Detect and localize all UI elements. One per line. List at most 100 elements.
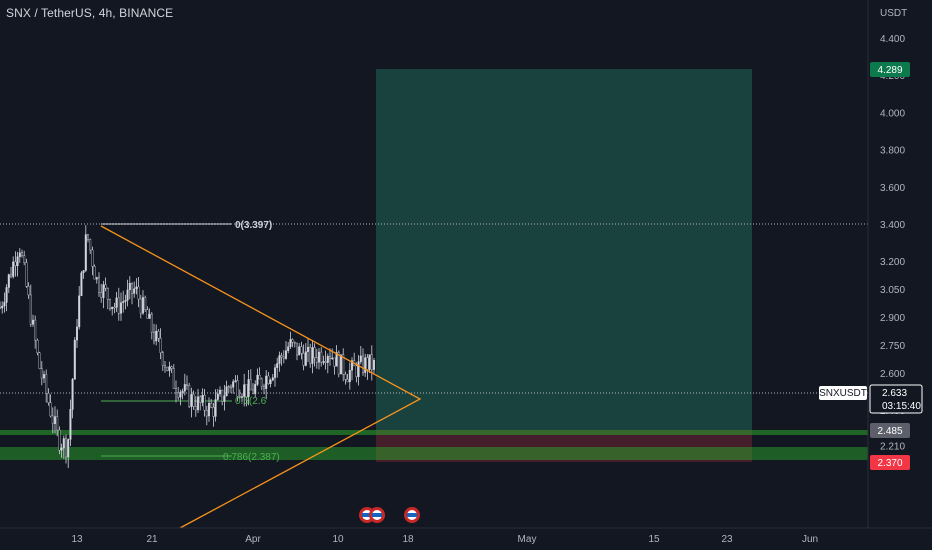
candle-body xyxy=(346,379,349,383)
candle-body xyxy=(359,355,362,362)
candle-body xyxy=(7,274,10,288)
candle-body xyxy=(355,365,358,377)
fib-label-low: 0.786(2.387) xyxy=(223,452,280,463)
candle-body xyxy=(263,386,266,389)
candle-body xyxy=(78,295,81,328)
candle-body xyxy=(86,234,89,240)
candle-body xyxy=(91,249,94,267)
candle-body xyxy=(234,380,237,382)
candle-body xyxy=(271,377,274,381)
candle-body xyxy=(366,357,369,370)
symbol-title[interactable]: SNX / TetherUS, 4h, BINANCE xyxy=(6,6,174,20)
stop-loss-value: 2.370 xyxy=(877,458,902,469)
candle-body xyxy=(126,289,129,301)
candle-body xyxy=(342,354,345,375)
candle-body xyxy=(3,302,6,307)
candle-body xyxy=(29,294,32,325)
candle-body xyxy=(285,350,288,359)
candle-body xyxy=(368,354,371,370)
candle-body xyxy=(170,366,173,369)
symbol-badge-text: SNXUSDT xyxy=(819,388,867,399)
bar-countdown: 03:15:40 xyxy=(882,401,921,412)
take-profit-badge[interactable]: 4.289 xyxy=(870,62,910,77)
candle-body xyxy=(69,409,72,440)
candle-body xyxy=(302,353,305,366)
candle-body xyxy=(307,347,310,352)
candle-body xyxy=(25,262,28,287)
candle-body xyxy=(1,305,4,309)
candle-body xyxy=(362,355,365,373)
candle-body xyxy=(227,386,230,388)
candle-body xyxy=(247,379,250,398)
candle-body xyxy=(172,368,175,389)
candle-body xyxy=(45,374,48,394)
time-tick-label: 21 xyxy=(146,534,158,545)
candle-body xyxy=(249,379,252,391)
candle-body xyxy=(62,438,65,449)
last-price-badge[interactable]: 2.633 03:15:40 xyxy=(869,384,923,414)
candle-body xyxy=(148,313,151,319)
candle-body xyxy=(47,392,50,403)
price-tick-label: 4.400 xyxy=(880,34,905,45)
candle-body xyxy=(280,355,283,358)
price-tick-label: 3.600 xyxy=(880,183,905,194)
candle-body xyxy=(274,367,277,378)
time-ticks[interactable]: 13 21 Apr 10 18 May 15 23 Jun xyxy=(71,534,818,545)
candle-body xyxy=(75,326,78,341)
time-tick-label: 15 xyxy=(648,534,660,545)
candle-body xyxy=(212,407,215,417)
symbol-badge[interactable]: SNXUSDT xyxy=(819,386,867,400)
candle-body xyxy=(326,356,329,363)
candle-body xyxy=(130,283,133,294)
candle-body xyxy=(144,297,147,310)
candle-body xyxy=(276,363,279,368)
candle-body xyxy=(265,375,268,389)
candle-body xyxy=(168,366,171,371)
us-event-icon[interactable] xyxy=(404,507,420,523)
candle-body xyxy=(223,395,226,402)
candle-body xyxy=(40,368,43,379)
candle-body xyxy=(216,393,219,400)
candle-body xyxy=(199,396,202,403)
candle-body xyxy=(36,339,39,354)
candle-body xyxy=(370,354,373,370)
candle-body xyxy=(243,384,246,397)
candle-body xyxy=(177,392,180,398)
candle-body xyxy=(185,384,188,386)
candle-body xyxy=(218,389,221,395)
candle-body xyxy=(106,288,109,300)
symmetrical-triangle[interactable] xyxy=(100,225,422,529)
time-tick-label: Apr xyxy=(245,534,261,545)
candle-body xyxy=(5,287,8,303)
candle-body xyxy=(183,384,186,392)
candle-body xyxy=(93,266,96,280)
entry-badge[interactable]: 2.485 xyxy=(870,423,910,438)
candle-body xyxy=(150,313,153,333)
candle-body xyxy=(155,330,158,342)
candle-body xyxy=(322,361,325,363)
target-zone[interactable] xyxy=(376,69,752,430)
candle-body xyxy=(348,370,351,383)
support-band-entry xyxy=(0,430,868,435)
candle-body xyxy=(309,347,312,364)
price-tick-label: 2.750 xyxy=(880,341,905,352)
candle-body xyxy=(0,307,2,309)
fib-label-mid: 0.5(2.6 xyxy=(235,396,267,407)
candle-body xyxy=(232,381,235,388)
candle-body xyxy=(100,292,103,298)
candle-body xyxy=(254,384,257,394)
candle-body xyxy=(324,361,327,363)
candle-body xyxy=(43,374,46,379)
price-tick-label: 2.600 xyxy=(880,369,905,380)
candle-body xyxy=(344,374,347,380)
candle-body xyxy=(97,277,100,293)
us-event-icon[interactable] xyxy=(369,507,385,523)
candle-body xyxy=(73,339,76,380)
candle-body xyxy=(111,306,114,310)
candle-body xyxy=(238,396,241,398)
stop-loss-badge[interactable]: 2.370 xyxy=(870,455,910,470)
price-tick-label: 3.200 xyxy=(880,257,905,268)
candle-body xyxy=(58,429,61,451)
